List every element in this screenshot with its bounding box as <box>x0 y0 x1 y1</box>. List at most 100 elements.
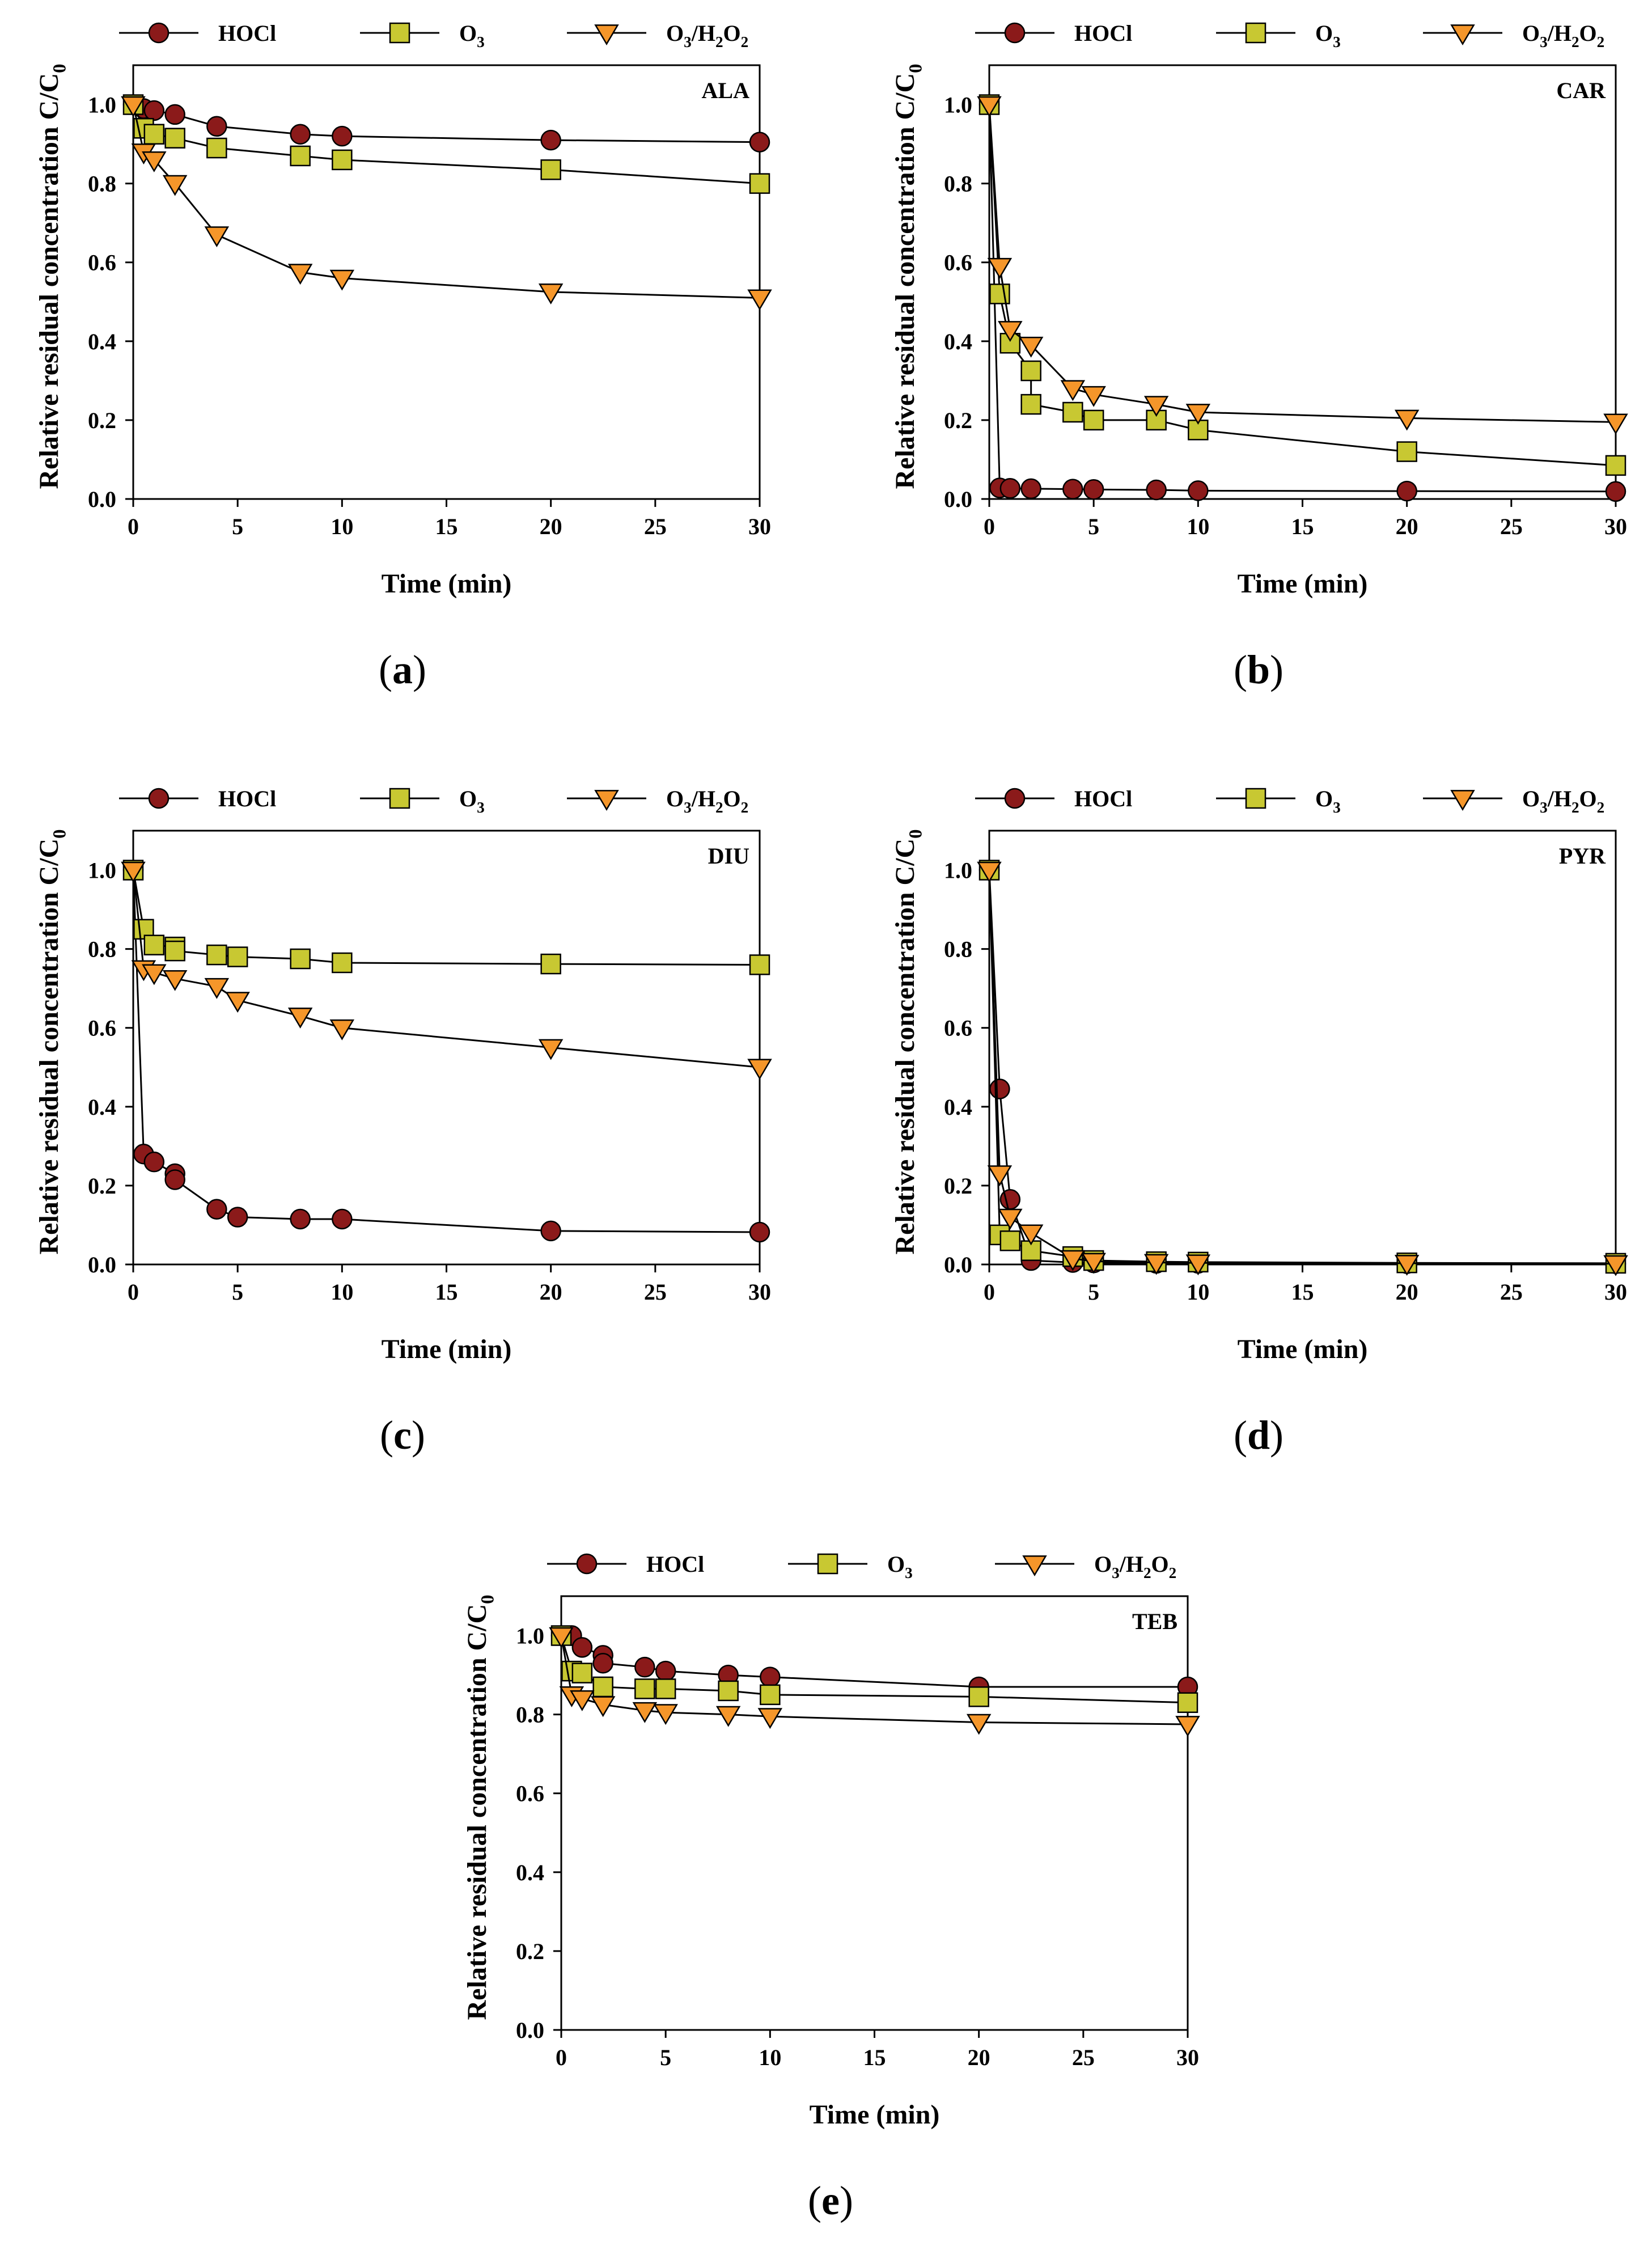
data-point-c-1-8 <box>332 952 353 974</box>
panel-title-a: ALA <box>702 78 750 103</box>
series-line-d-0 <box>988 870 1616 1265</box>
y-tick-label-b-4: 0.8 <box>944 171 972 197</box>
data-point-e-1-3 <box>592 1676 613 1698</box>
plot-frame-c <box>132 830 761 1266</box>
data-point-a-2-0 <box>121 96 146 117</box>
legend-label-d-2: O3/H2O2 <box>1522 786 1604 816</box>
panel-title-e: TEB <box>1132 1609 1177 1634</box>
legend-marker-e-0 <box>576 1553 598 1575</box>
legend-marker-d-1 <box>1245 788 1266 809</box>
data-point-a-0-7 <box>540 129 561 151</box>
data-point-a-1-7 <box>540 159 561 180</box>
x-tick-label-e-1: 5 <box>660 2045 671 2070</box>
y-tick-label-a-4: 0.8 <box>88 171 116 197</box>
y-tick-label-a-1: 0.2 <box>88 408 116 433</box>
data-point-e-1-2 <box>571 1663 593 1683</box>
data-point-b-2-8 <box>1394 409 1420 431</box>
data-point-a-0-5 <box>290 124 311 145</box>
data-point-d-2-7 <box>1185 1254 1211 1276</box>
data-point-e-2-9 <box>1175 1716 1200 1737</box>
y-tick-label-d-1: 0.2 <box>944 1173 972 1199</box>
legend-marker-c-1 <box>389 788 410 809</box>
data-point-c-1-1 <box>133 919 154 940</box>
data-point-d-2-6 <box>1143 1254 1169 1275</box>
y-axis-label-e: Relative residual concentration C/C0 <box>462 1595 498 2020</box>
data-point-e-2-7 <box>757 1708 783 1729</box>
data-point-c-1-6 <box>227 946 248 967</box>
caption-b: (b) <box>1233 647 1284 692</box>
legend-marker-d-2 <box>1450 790 1475 811</box>
panel-title-d: PYR <box>1559 843 1606 869</box>
legend-label-b-0: HOCl <box>1074 20 1132 46</box>
y-tick-label-a-5: 1.0 <box>88 92 116 118</box>
data-point-b-0-7 <box>1188 480 1209 501</box>
y-tick-label-c-1: 0.2 <box>88 1173 116 1199</box>
y-tick-label-c-2: 0.4 <box>88 1094 116 1120</box>
y-tick-label-e-5: 1.0 <box>516 1623 544 1649</box>
data-point-a-1-2 <box>143 124 165 145</box>
data-point-a-2-4 <box>204 226 230 248</box>
x-tick-label-a-5: 25 <box>644 514 667 539</box>
data-point-e-2-8 <box>966 1714 992 1735</box>
data-point-c-1-2 <box>143 934 165 955</box>
series-line-e-0 <box>561 1635 1188 1688</box>
data-point-e-2-2 <box>570 1690 595 1711</box>
y-tick-label-d-5: 1.0 <box>944 858 972 883</box>
legend-label-e-0: HOCl <box>646 1551 704 1577</box>
series-line-e-2 <box>560 1635 1188 1725</box>
legend-label-a-1: O3 <box>459 20 485 50</box>
data-point-b-1-10 <box>1605 455 1626 476</box>
y-axis-label-c: Relative residual concentration C/C0 <box>34 830 70 1255</box>
caption-c: (c) <box>380 1412 425 1458</box>
x-tick-label-e-5: 25 <box>1072 2045 1095 2070</box>
data-point-c-2-3 <box>162 970 188 991</box>
legend-label-e-1: O3 <box>887 1551 913 1581</box>
legend-label-b-1: O3 <box>1315 20 1341 50</box>
x-tick-label-c-4: 20 <box>540 1279 562 1305</box>
x-tick-label-e-2: 10 <box>759 2045 781 2070</box>
caption-a: (a) <box>379 647 426 692</box>
data-point-a-2-6 <box>329 269 355 291</box>
data-point-a-1-3 <box>164 128 185 149</box>
data-point-a-2-5 <box>287 264 313 285</box>
data-point-c-0-2 <box>143 1151 165 1173</box>
y-tick-label-d-2: 0.4 <box>944 1094 972 1120</box>
chart-panel-e: 0.0 0.2 0.4 0.6 0.8 1.0 0 5 10 15 20 25 30 Time (min)… <box>445 1548 1239 2223</box>
data-point-c-0-5 <box>206 1199 227 1220</box>
chart-svg-a: 0.0 0.2 0.4 0.6 0.8 1.0 0 5 10 15 20 25 30 Time (min)… <box>34 20 772 599</box>
data-point-c-1-7 <box>290 948 311 970</box>
data-point-e-1-9 <box>1177 1692 1198 1714</box>
y-tick-label-c-5: 1.0 <box>88 858 116 883</box>
data-point-c-2-4 <box>204 978 230 999</box>
x-tick-label-e-4: 20 <box>968 2045 990 2070</box>
x-tick-label-d-6: 30 <box>1604 1279 1627 1305</box>
data-point-e-2-6 <box>715 1706 741 1727</box>
y-tick-label-b-0: 0.0 <box>944 487 972 512</box>
y-axis-label-a: Relative residual concentration C/C0 <box>34 64 70 489</box>
chart-panel-c: 0.0 0.2 0.4 0.6 0.8 1.0 0 5 10 15 20 25 30 Time (min)… <box>17 782 811 1458</box>
chart-svg-c: 0.0 0.2 0.4 0.6 0.8 1.0 0 5 10 15 20 25 30 Time (min)… <box>34 786 772 1364</box>
data-point-b-2-1 <box>987 257 1013 279</box>
data-point-b-2-6 <box>1143 396 1169 417</box>
legend-marker-b-0 <box>1004 22 1026 44</box>
legend-label-a-0: HOCl <box>218 20 276 46</box>
data-point-e-1-7 <box>760 1684 781 1706</box>
data-point-a-2-8 <box>747 289 772 311</box>
data-point-b-0-8 <box>1396 480 1417 502</box>
data-point-a-1-4 <box>206 137 227 159</box>
legend-marker-e-1 <box>817 1553 838 1575</box>
data-point-e-2-4 <box>632 1702 658 1723</box>
data-point-d-2-3 <box>1018 1224 1044 1246</box>
x-axis-label-b: Time (min) <box>1238 569 1368 599</box>
plot-frame-a <box>132 64 761 500</box>
data-point-e-1-8 <box>968 1686 989 1707</box>
x-axis-label-d: Time (min) <box>1238 1334 1368 1364</box>
plot-frame-b <box>988 64 1617 500</box>
series-line-d-1 <box>988 870 1616 1264</box>
series-line-c-1 <box>132 870 760 966</box>
data-point-b-1-3 <box>1020 360 1041 382</box>
data-point-d-2-8 <box>1394 1255 1420 1276</box>
data-point-a-1-8 <box>749 173 770 194</box>
series-line-b-2 <box>988 104 1616 423</box>
data-point-b-2-3 <box>1018 336 1044 358</box>
